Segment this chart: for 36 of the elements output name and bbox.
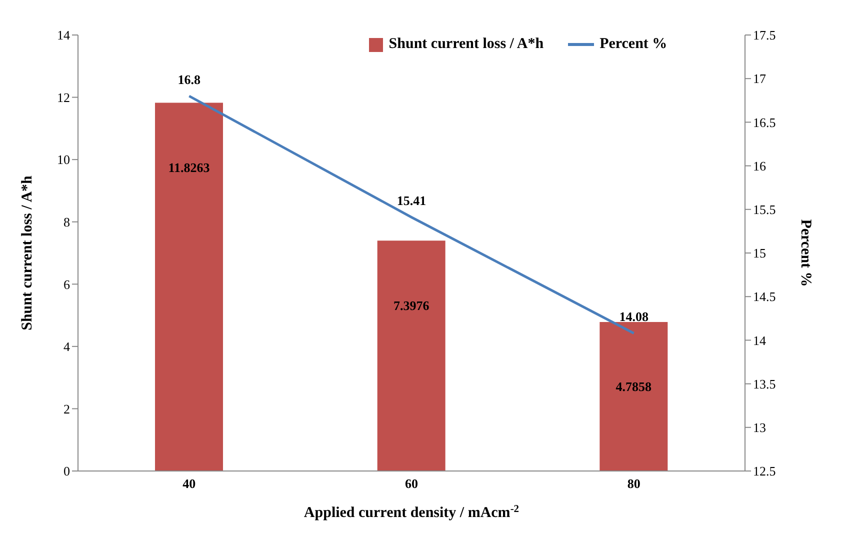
y2-tick-label: 16.5 <box>753 114 776 130</box>
legend-label: Percent % <box>600 36 668 53</box>
y2-tick-label: 17 <box>753 71 766 86</box>
x-tick-label: 80 <box>627 476 640 492</box>
data-label: 14.08 <box>619 309 649 324</box>
x-tick-label: 40 <box>182 476 196 492</box>
y-tick-label: 4 <box>64 339 70 354</box>
y-tick-label: 12 <box>57 90 70 105</box>
y2-axis-title: Percent % <box>798 219 814 287</box>
y-tick-label: 14 <box>57 28 70 43</box>
x-axis-title: Applied current density / mAcm$^{-2}$ <box>304 504 520 521</box>
y2-tick-label: 14 <box>753 332 766 348</box>
y-tick-label: 8 <box>64 214 70 230</box>
y-axis-title: Shunt current loss / A*h <box>19 174 36 330</box>
y2-tick-label: 13 <box>753 420 766 436</box>
bar <box>155 102 223 471</box>
y2-tick-label: 15 <box>753 246 766 261</box>
y2-tick-label: 17.5 <box>753 28 776 43</box>
legend-label: Shunt current loss / A*h <box>388 36 544 53</box>
y2-tick-label: 12.5 <box>753 464 776 479</box>
data-label: 7.3976 <box>393 298 430 313</box>
data-label: 11.8263 <box>168 160 210 175</box>
y-tick-label: 10 <box>57 152 70 168</box>
y2-tick-label: 16 <box>753 158 766 174</box>
data-label: 4.7858 <box>616 379 652 394</box>
bar <box>377 240 446 471</box>
y2-tick-label: 15.5 <box>753 202 776 218</box>
y-tick-label: 2 <box>64 401 70 416</box>
y2-tick-label: 14.5 <box>753 289 776 304</box>
y2-tick-label: 13.5 <box>753 376 776 392</box>
y-tick-label: 6 <box>64 276 70 292</box>
data-label: 15.41 <box>396 193 426 208</box>
x-tick-label: 60 <box>405 476 418 492</box>
data-label: 16.8 <box>178 72 202 88</box>
y-tick-label: 0 <box>64 464 70 479</box>
bar <box>600 322 668 471</box>
